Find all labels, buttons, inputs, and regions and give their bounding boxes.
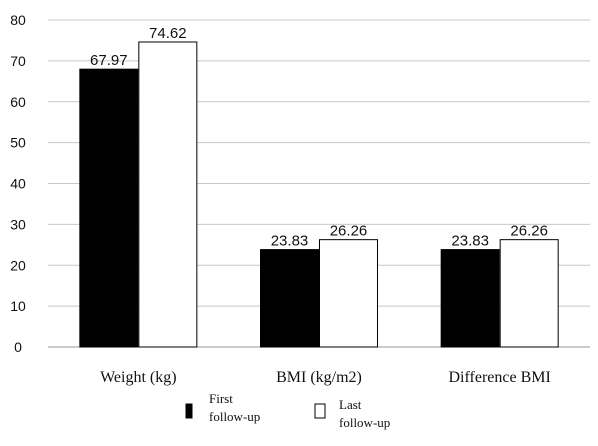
legend: First follow-up Last follow-up <box>185 391 390 430</box>
bar-last-follow-up-bmi-kg-m2 <box>319 239 378 348</box>
bar-last-follow-up-weight-kg <box>138 41 198 348</box>
x-tick-label-bmi-kg-m2: BMI (kg/m2) <box>276 369 362 386</box>
legend-label-first-follow-up-line-2: follow-up <box>209 409 260 424</box>
data-label-last-follow-up-weight-kg: 74.62 <box>149 25 187 42</box>
bar-first-follow-up-difference-bmi <box>440 249 500 348</box>
y-tick-label-30: 30 <box>10 216 26 232</box>
x-tick-label-difference-bmi: Difference BMI <box>449 369 551 386</box>
bar-first-follow-up-weight-kg <box>79 68 139 348</box>
y-tick-label-10: 10 <box>10 298 26 314</box>
legend-swatch-last-follow-up <box>314 403 326 419</box>
y-axis-tick-labels: 0 10 20 30 40 50 60 70 80 <box>10 12 26 355</box>
x-axis-tick-labels: Weight (kg) BMI (kg/m2) Difference BMI <box>100 369 551 386</box>
legend-item-last-follow-up: Last follow-up <box>314 397 390 430</box>
bar-last-follow-up-difference-bmi <box>499 239 559 348</box>
y-tick-label-20: 20 <box>10 257 26 273</box>
y-tick-label-50: 50 <box>10 135 26 151</box>
y-tick-label-80: 80 <box>10 12 26 28</box>
data-label-first-follow-up-weight-kg: 67.97 <box>90 52 128 69</box>
data-label-first-follow-up-difference-bmi: 23.83 <box>451 233 489 250</box>
y-tick-label-40: 40 <box>10 176 26 192</box>
legend-swatch-first-follow-up <box>185 403 193 419</box>
data-label-first-follow-up-bmi-kg-m2: 23.83 <box>271 233 309 250</box>
legend-label-last-follow-up-line-2: follow-up <box>339 415 390 430</box>
x-tick-label-weight-kg: Weight (kg) <box>100 369 176 386</box>
data-label-last-follow-up-difference-bmi: 26.26 <box>510 223 548 240</box>
y-tick-label-60: 60 <box>10 94 26 110</box>
legend-item-first-follow-up: First follow-up <box>185 391 260 424</box>
data-labels: 67.97 74.62 23.83 26.26 23.83 26.26 <box>90 25 548 250</box>
bars <box>79 41 559 348</box>
legend-label-first-follow-up-line-1: First <box>209 391 233 406</box>
y-tick-label-70: 70 <box>10 53 26 69</box>
legend-label-last-follow-up-line-1: Last <box>339 397 362 412</box>
y-tick-label-0: 0 <box>14 339 22 355</box>
bar-first-follow-up-bmi-kg-m2 <box>260 249 319 348</box>
data-label-last-follow-up-bmi-kg-m2: 26.26 <box>330 223 368 240</box>
